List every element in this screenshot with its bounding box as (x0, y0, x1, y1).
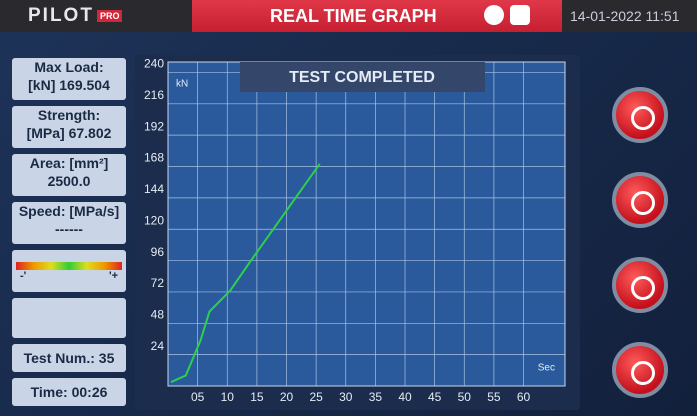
value: [kN] 169.504 (12, 76, 126, 94)
label: Max Load: (12, 58, 126, 76)
storage-icon[interactable] (510, 5, 530, 25)
strength: Strength:[MPa] 67.802 (12, 106, 126, 148)
chart: 24 48 72 96 120 144 168 192 216 240 05 10 15 20 25 30 35… (135, 55, 580, 410)
x-tick-label: 15 (250, 390, 264, 404)
logo-text: PILOT (28, 5, 94, 26)
gauge: -' '+ (12, 250, 126, 292)
gauge-min: -' (20, 270, 26, 282)
empty-box (12, 298, 126, 338)
speed: Speed: [MPa/s]------ (12, 202, 126, 244)
y-tick-label: 192 (144, 119, 164, 133)
annotation: TEST COMPLETED (289, 69, 435, 86)
y-tick-label: 24 (151, 339, 165, 353)
y-tick-label: 48 (151, 307, 165, 321)
value: [MPa] 67.802 (12, 124, 126, 142)
report-button[interactable] (612, 257, 668, 313)
y-tick-label: 216 (144, 88, 164, 102)
y-tick-label: 144 (144, 182, 164, 196)
title-bar: REAL TIME GRAPH (192, 0, 562, 32)
y-tick-label: 96 (151, 245, 165, 259)
area: Area: [mm²]2500.0 (12, 154, 126, 196)
label: Speed: [MPa/s] (12, 202, 126, 220)
x-tick-label: 40 (398, 390, 412, 404)
y-tick-label: 240 (144, 57, 164, 71)
gauge-bar (16, 262, 122, 270)
x-tick-label: 25 (309, 390, 323, 404)
logo-badge: PRO (97, 10, 123, 22)
x-tick-label: 05 (191, 390, 205, 404)
x-tick-label: 20 (280, 390, 294, 404)
y-tick-label: 168 (144, 151, 164, 165)
back-button[interactable] (612, 342, 668, 398)
label: Area: [mm²] (12, 154, 126, 172)
gauge-max: '+ (109, 270, 118, 282)
list-button[interactable] (612, 172, 668, 228)
x-tick-label: 55 (487, 390, 501, 404)
y-tick-label: 72 (151, 276, 165, 290)
x-axis-label: Sec (538, 363, 555, 374)
restart-button[interactable] (612, 87, 668, 143)
value: ------ (12, 220, 126, 238)
screen: PILOTPRO REAL TIME GRAPH 14-01-2022 11:5… (0, 0, 697, 416)
sort-icon[interactable] (484, 5, 504, 25)
datetime: 14-01-2022 11:51 (570, 8, 680, 24)
x-tick-label: 10 (221, 390, 235, 404)
max-load: Max Load:[kN] 169.504 (12, 58, 126, 100)
x-tick-label: 30 (339, 390, 353, 404)
time: Time: 00:26 (12, 378, 126, 406)
y-tick-label: 120 (144, 213, 164, 227)
x-tick-label: 35 (369, 390, 383, 404)
y-axis-label: kN (176, 79, 188, 90)
x-tick-label: 60 (517, 390, 531, 404)
x-tick-label: 45 (428, 390, 442, 404)
title: REAL TIME GRAPH (270, 6, 437, 27)
test-num: Test Num.: 35 (12, 344, 126, 372)
value: 2500.0 (12, 172, 126, 190)
x-tick-label: 50 (458, 390, 472, 404)
label: Strength: (12, 106, 126, 124)
